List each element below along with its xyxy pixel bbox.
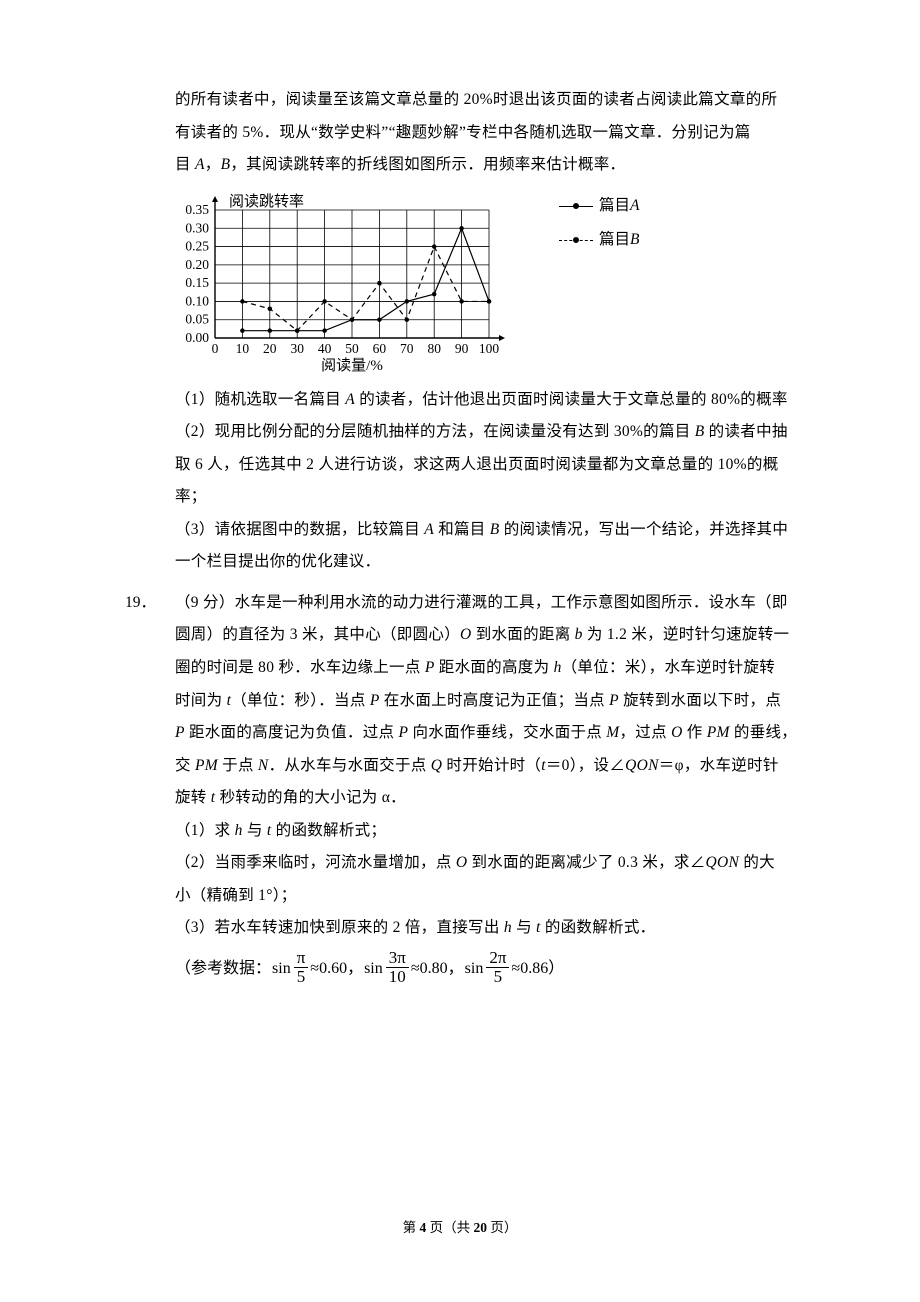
- svg-text:阅读量/%: 阅读量/%: [321, 357, 383, 374]
- svg-text:40: 40: [318, 341, 332, 356]
- frac-1: π5: [294, 949, 310, 986]
- q19-p5: 交 PM 于点 N．从水车与水面交于点 Q 时开始计时（t＝0），设∠QON＝φ…: [125, 750, 810, 783]
- intro-line-1: 的所有读者中，阅读量至该篇文章总量的 20%时退出该页面的读者占阅读此篇文章的所: [125, 84, 810, 117]
- q19-p2: 圈的时间是 80 秒．水车边缘上一点 P 距水面的高度为 h（单位：米），水车逆…: [125, 652, 810, 685]
- q18-2-l1: （2）现用比例分配的分层随机抽样的方法，在阅读量没有达到 30%的篇目 B 的读…: [125, 416, 810, 449]
- svg-text:90: 90: [455, 341, 469, 356]
- svg-text:0.15: 0.15: [185, 275, 209, 290]
- q19-p4: P 距水面的高度记为负值．过点 P 向水面作垂线，交水面于点 M，过点 O 作 …: [125, 717, 810, 750]
- q18-3-l1: （3）请依据图中的数据，比较篇目 A 和篇目 B 的阅读情况，写出一个结论，并选…: [125, 514, 810, 547]
- q19: 19． （9 分）水车是一种利用水流的动力进行灌溉的工具，工作示意图如图所示．设…: [125, 587, 810, 620]
- svg-text:0.35: 0.35: [185, 202, 209, 217]
- q18-3-l2: 一个栏目提出你的优化建议．: [125, 546, 810, 579]
- line-chart-svg: 阅读跳转率 0.00 0.05 0.10 0.15 0.20 0.25 0.30 0.35 0 10…: [171, 188, 511, 376]
- svg-text:0.25: 0.25: [185, 238, 209, 253]
- svg-text:0.30: 0.30: [185, 220, 209, 235]
- legend-series-a: 篇目A: [559, 190, 639, 223]
- svg-text:0: 0: [212, 341, 219, 356]
- legend-swatch-b: [559, 233, 593, 247]
- bounce-rate-chart: 阅读跳转率 0.00 0.05 0.10 0.15 0.20 0.25 0.30 0.35 0 10…: [171, 188, 810, 376]
- q19-s2-l1: （2）当雨季来临时，河流水量增加，点 O 到水面的距离减少了 0.3 米，求∠Q…: [125, 847, 810, 880]
- q19-ref: （参考数据： sin π5 ≈0.60， sin 3π10 ≈0.80， sin…: [125, 951, 810, 988]
- q19-s3: （3）若水车转速加快到原来的 2 倍，直接写出 h 与 t 的函数解析式．: [125, 912, 810, 945]
- q19-s2-l2: 小（精确到 1°）；: [125, 880, 810, 913]
- q18-2-l3: 率；: [125, 481, 810, 514]
- page-footer: 第 4 页（共 20 页）: [0, 1214, 920, 1242]
- q19-s1: （1）求 h 与 t 的函数解析式；: [125, 815, 810, 848]
- svg-text:30: 30: [290, 341, 304, 356]
- svg-text:20: 20: [263, 341, 277, 356]
- q19-head: （9 分）水车是一种利用水流的动力进行灌溉的工具，工作示意图如图所示．设水车（即: [175, 587, 810, 620]
- q19-p6: 旋转 t 秒转动的角的大小记为 α．: [125, 782, 810, 815]
- legend-swatch-a: [559, 199, 593, 213]
- chart-legend: 篇目A 篇目B: [559, 190, 639, 259]
- svg-text:100: 100: [479, 341, 500, 356]
- q19-number: 19．: [125, 587, 175, 620]
- svg-text:0.20: 0.20: [185, 256, 209, 271]
- svg-text:80: 80: [427, 341, 441, 356]
- q19-p1: 圆周）的直径为 3 米，其中心（即圆心）O 到水面的距离 b 为 1.2 米，逆…: [125, 619, 810, 652]
- svg-text:0.10: 0.10: [185, 293, 209, 308]
- frac-3: 2π5: [486, 949, 510, 986]
- q19-p3: 时间为 t（单位：秒）．当点 P 在水面上时高度记为正值；当点 P 旋转到水面以…: [125, 685, 810, 718]
- intro-line-2: 有读者的 5%．现从“数学史料”“趣题妙解”专栏中各随机选取一篇文章．分别记为篇: [125, 117, 810, 150]
- frac-2: 3π10: [386, 949, 410, 986]
- q18-2-l2: 取 6 人，任选其中 2 人进行访谈，求这两人退出页面时阅读量都为文章总量的 1…: [125, 449, 810, 482]
- legend-series-b: 篇目B: [559, 224, 639, 257]
- svg-text:10: 10: [236, 341, 250, 356]
- svg-text:70: 70: [400, 341, 414, 356]
- intro-line-3: 目 A，B，其阅读跳转率的折线图如图所示．用频率来估计概率．: [125, 149, 810, 182]
- text: 有读者的 5%．现从“数学史料”“趣题妙解”专栏中各随机选取一篇文章．分别记为篇: [175, 124, 751, 141]
- q18-1: （1）随机选取一名篇目 A 的读者，估计他退出页面时阅读量大于文章总量的 80%…: [125, 384, 810, 417]
- svg-text:60: 60: [373, 341, 387, 356]
- svg-text:50: 50: [345, 341, 359, 356]
- svg-text:阅读跳转率: 阅读跳转率: [229, 193, 304, 210]
- svg-text:0.00: 0.00: [185, 330, 209, 345]
- svg-text:0.05: 0.05: [185, 311, 209, 326]
